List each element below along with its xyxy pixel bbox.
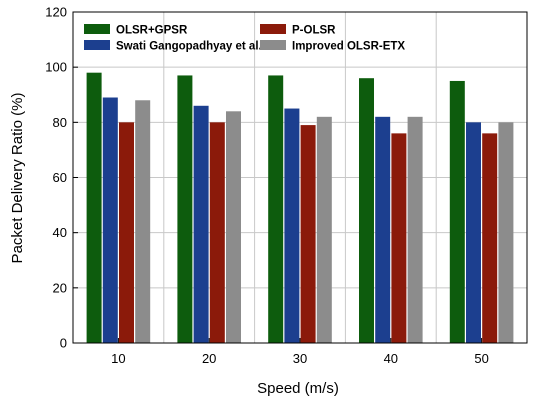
bar: [193, 105, 209, 344]
bar: [209, 122, 225, 343]
bar: [268, 75, 284, 344]
bar: [482, 133, 498, 343]
y-tick-label: 20: [53, 280, 67, 295]
legend-swatch: [260, 24, 286, 34]
legend: OLSR+GPSR Swati Gangopadhyay et al. P-OLSR…: [84, 24, 405, 53]
bar: [407, 116, 423, 343]
y-tick-label: 60: [53, 170, 67, 185]
x-tick-label: 10: [111, 351, 125, 366]
legend-swatch: [260, 40, 286, 50]
y-axis: 0 20 40 60 80 100 120: [45, 5, 78, 351]
legend-label: OLSR+GPSR: [116, 25, 188, 37]
bar: [102, 97, 118, 343]
bar: [498, 122, 514, 343]
bar: [300, 125, 316, 343]
y-tick-label: 0: [60, 336, 67, 351]
x-tick-label: 50: [474, 351, 488, 366]
bar: [466, 122, 481, 343]
bars: [86, 72, 514, 344]
legend-label: P-OLSR: [292, 25, 336, 37]
bar: [226, 111, 241, 343]
bar: [177, 75, 193, 344]
x-axis: 10 20 30 40 50: [111, 338, 489, 366]
legend-label: Improved OLSR-ETX: [292, 41, 405, 53]
y-tick-label: 100: [45, 60, 67, 75]
y-tick-label: 120: [45, 5, 67, 20]
bar: [284, 108, 300, 344]
x-tick-label: 30: [293, 351, 307, 366]
bar: [119, 122, 134, 343]
legend-label: Swati Gangopadhyay et al.: [116, 41, 262, 53]
bar: [135, 100, 151, 344]
legend-swatch: [84, 24, 110, 34]
x-tick-label: 40: [384, 351, 398, 366]
y-axis-label: Packet Delivery Ratio (%): [9, 93, 26, 264]
y-tick-label: 40: [53, 225, 67, 240]
x-tick-label: 20: [202, 351, 216, 366]
bar: [359, 78, 374, 343]
x-axis-label: Speed (m/s): [257, 380, 339, 397]
bar: [316, 116, 332, 343]
y-tick-label: 80: [53, 115, 67, 130]
bar: [86, 72, 102, 343]
bar: [449, 80, 465, 343]
bar: [391, 133, 407, 343]
bar: [375, 116, 391, 343]
legend-swatch: [84, 40, 110, 50]
